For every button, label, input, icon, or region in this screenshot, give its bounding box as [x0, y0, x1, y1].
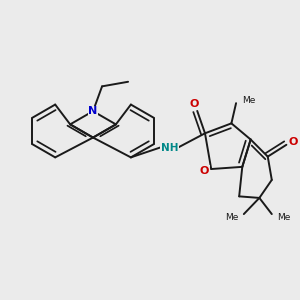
Text: Me: Me — [242, 96, 255, 105]
Text: Me: Me — [278, 213, 291, 222]
Text: O: O — [289, 137, 298, 147]
Text: O: O — [200, 166, 209, 176]
Text: Me: Me — [225, 213, 238, 222]
Text: NH: NH — [161, 143, 178, 153]
Text: N: N — [88, 106, 98, 116]
Text: O: O — [189, 99, 199, 109]
